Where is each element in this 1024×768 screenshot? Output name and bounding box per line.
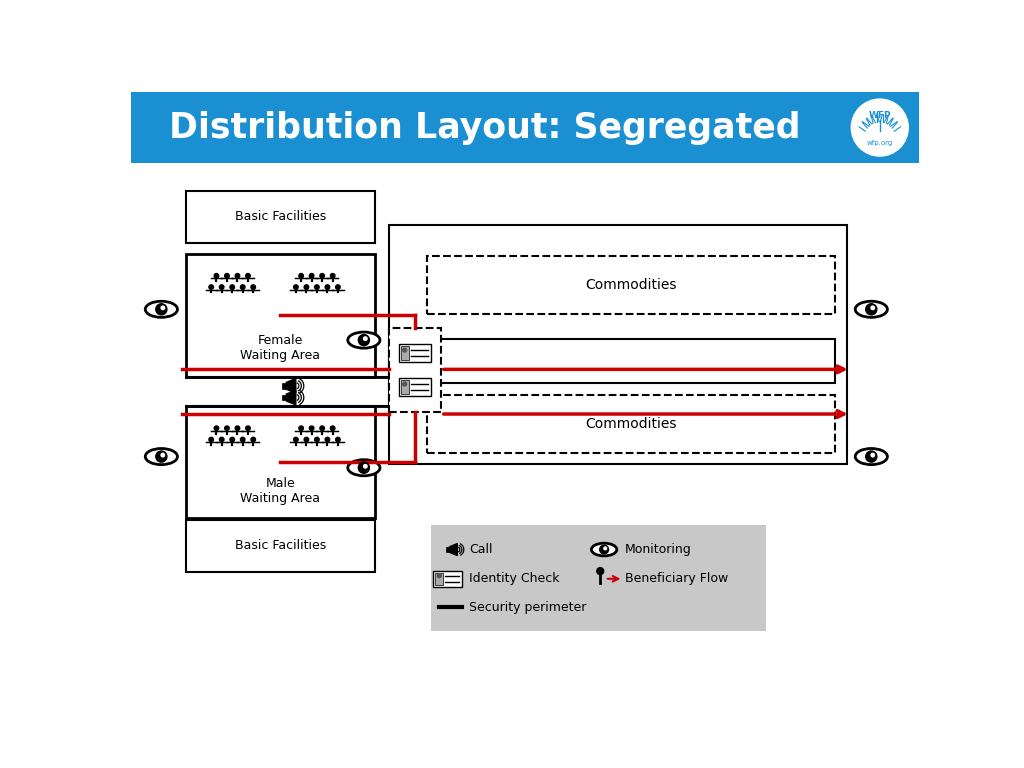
Circle shape bbox=[219, 437, 224, 442]
Text: Identity Check: Identity Check bbox=[469, 572, 560, 585]
Circle shape bbox=[236, 273, 240, 278]
Circle shape bbox=[299, 273, 303, 278]
Text: Basic Facilities: Basic Facilities bbox=[234, 210, 326, 223]
Circle shape bbox=[161, 453, 165, 457]
Circle shape bbox=[224, 426, 229, 431]
Circle shape bbox=[326, 437, 330, 442]
Bar bbox=[427, 257, 836, 314]
Bar bbox=[431, 525, 766, 631]
Circle shape bbox=[224, 273, 229, 278]
Circle shape bbox=[230, 285, 234, 290]
Bar bbox=[186, 190, 375, 243]
Bar bbox=[400, 346, 409, 360]
Circle shape bbox=[251, 285, 255, 290]
Circle shape bbox=[314, 437, 319, 442]
Circle shape bbox=[597, 568, 604, 574]
Circle shape bbox=[336, 285, 340, 290]
Circle shape bbox=[364, 465, 367, 468]
Circle shape bbox=[402, 382, 407, 386]
Circle shape bbox=[241, 437, 245, 442]
Text: wfp.org: wfp.org bbox=[866, 140, 893, 146]
Text: Beneficiary Flow: Beneficiary Flow bbox=[625, 572, 728, 585]
Circle shape bbox=[230, 437, 234, 442]
Bar bbox=[433, 571, 463, 587]
Circle shape bbox=[331, 273, 335, 278]
Bar bbox=[388, 225, 847, 464]
Bar bbox=[398, 344, 431, 362]
Bar bbox=[186, 519, 375, 572]
Bar bbox=[427, 339, 836, 383]
Circle shape bbox=[331, 426, 335, 431]
Bar bbox=[186, 406, 375, 518]
Ellipse shape bbox=[145, 449, 177, 465]
Text: Male
Waiting Area: Male Waiting Area bbox=[241, 477, 321, 505]
Circle shape bbox=[246, 273, 250, 278]
Bar bbox=[283, 383, 287, 389]
Circle shape bbox=[871, 453, 874, 457]
Bar bbox=[131, 92, 920, 163]
Text: Security perimeter: Security perimeter bbox=[469, 601, 587, 614]
Polygon shape bbox=[287, 390, 296, 405]
Circle shape bbox=[851, 99, 908, 156]
Circle shape bbox=[865, 303, 877, 315]
Circle shape bbox=[214, 426, 219, 431]
Ellipse shape bbox=[348, 332, 380, 348]
Circle shape bbox=[219, 285, 224, 290]
Circle shape bbox=[236, 426, 240, 431]
Circle shape bbox=[871, 306, 874, 310]
Polygon shape bbox=[450, 544, 458, 555]
Circle shape bbox=[294, 285, 298, 290]
Ellipse shape bbox=[855, 301, 888, 317]
Ellipse shape bbox=[348, 460, 380, 475]
Circle shape bbox=[214, 273, 219, 278]
Circle shape bbox=[309, 426, 314, 431]
Circle shape bbox=[314, 285, 319, 290]
Circle shape bbox=[309, 273, 314, 278]
Circle shape bbox=[358, 462, 370, 473]
Circle shape bbox=[161, 306, 165, 310]
Circle shape bbox=[319, 426, 325, 431]
Circle shape bbox=[364, 337, 367, 340]
Bar bbox=[446, 548, 450, 551]
Ellipse shape bbox=[855, 449, 888, 465]
Text: Female
Waiting Area: Female Waiting Area bbox=[241, 334, 321, 362]
Circle shape bbox=[251, 437, 255, 442]
Text: Basic Facilities: Basic Facilities bbox=[234, 539, 326, 552]
Circle shape bbox=[336, 437, 340, 442]
Circle shape bbox=[358, 335, 370, 346]
Text: Commodities: Commodities bbox=[586, 278, 677, 292]
Circle shape bbox=[437, 574, 441, 578]
Circle shape bbox=[209, 437, 213, 442]
Circle shape bbox=[209, 285, 213, 290]
Circle shape bbox=[156, 303, 167, 315]
Bar bbox=[186, 254, 375, 377]
Circle shape bbox=[319, 273, 325, 278]
Circle shape bbox=[604, 547, 606, 550]
Circle shape bbox=[304, 285, 308, 290]
Circle shape bbox=[865, 451, 877, 462]
Text: Monitoring: Monitoring bbox=[625, 543, 691, 556]
Circle shape bbox=[326, 285, 330, 290]
Circle shape bbox=[304, 437, 308, 442]
Text: Distribution Layout: Segregated: Distribution Layout: Segregated bbox=[169, 111, 801, 144]
Circle shape bbox=[294, 437, 298, 442]
Polygon shape bbox=[287, 379, 296, 393]
Circle shape bbox=[246, 426, 250, 431]
Ellipse shape bbox=[592, 543, 616, 556]
Circle shape bbox=[299, 426, 303, 431]
Bar bbox=[398, 378, 431, 396]
Circle shape bbox=[402, 348, 407, 352]
Bar bbox=[435, 573, 443, 584]
Circle shape bbox=[600, 545, 608, 554]
Text: Call: Call bbox=[469, 543, 493, 556]
Ellipse shape bbox=[145, 301, 177, 317]
Bar bbox=[427, 395, 836, 452]
Bar bbox=[388, 328, 441, 412]
Text: Commodities: Commodities bbox=[586, 417, 677, 431]
Text: WFP: WFP bbox=[868, 111, 891, 120]
Circle shape bbox=[241, 285, 245, 290]
Bar bbox=[283, 395, 287, 400]
Bar bbox=[400, 380, 409, 394]
Circle shape bbox=[156, 451, 167, 462]
